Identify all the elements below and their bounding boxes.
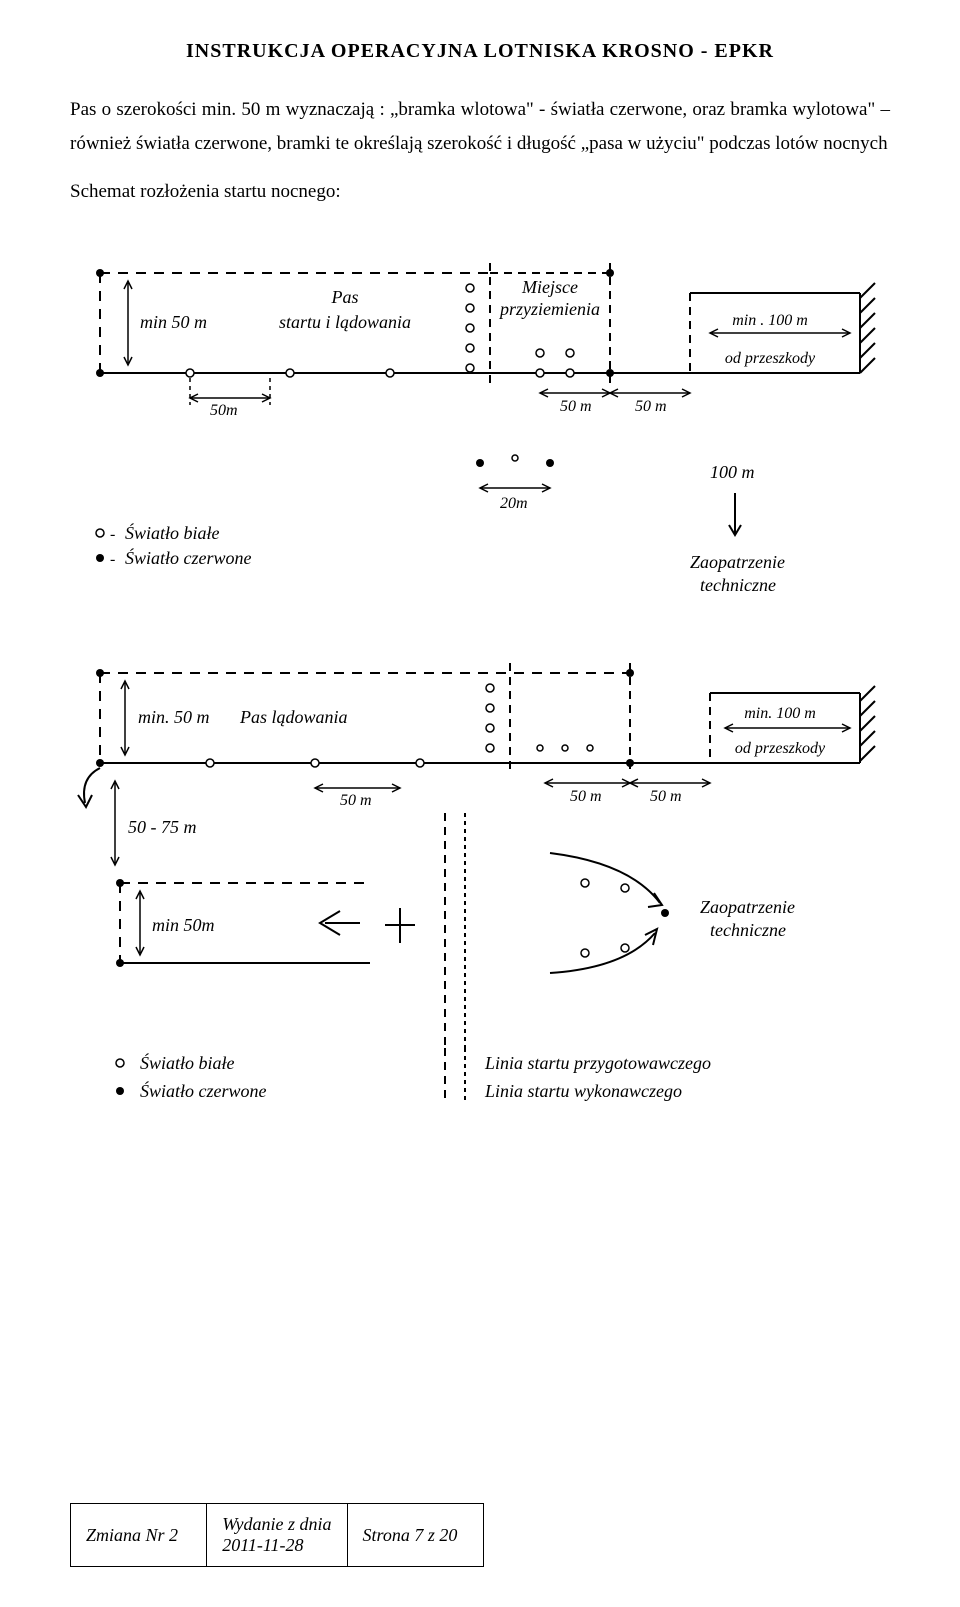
- footer-wydanie-label: Wydanie z dnia: [222, 1514, 331, 1534]
- lbl-miejsce2: przyziemienia: [498, 299, 600, 319]
- lbl-l-50c: 50 m: [650, 788, 682, 805]
- legend-linia1: Linia startu przygotowawczego: [484, 1053, 711, 1073]
- svg-text:-: -: [110, 551, 115, 568]
- page-header-title: INSTRUKCJA OPERACYJNA LOTNISKA KROSNO - …: [70, 40, 890, 63]
- night-start-diagram: min 50 m 50m Pas startu i lądowania Miej…: [70, 233, 890, 1153]
- lbl-miejsce1: Miejsce: [521, 277, 578, 297]
- lbl-50b: 50 m: [635, 398, 667, 415]
- body-paragraph: Pas o szerokości min. 50 m wyznaczają : …: [70, 93, 890, 161]
- lbl-min50m: min 50 m: [140, 312, 207, 332]
- schema-label: Schemat rozłożenia startu nocnego:: [70, 181, 890, 203]
- lbl-50a: 50 m: [560, 398, 592, 415]
- lbl-odprz: od przeszkody: [725, 350, 816, 367]
- legend-white-l: Światło białe: [140, 1052, 235, 1073]
- footer-table: Zmiana Nr 2 Wydanie z dnia 2011-11-28 St…: [70, 1503, 484, 1567]
- legend-red-l: Światło czerwone: [140, 1080, 267, 1101]
- lbl-l-50a: 50 m: [340, 792, 372, 809]
- lbl-50m: 50m: [210, 402, 238, 419]
- lbl-l-min50b: min 50m: [152, 915, 215, 935]
- footer-strona: Strona 7 z 20: [347, 1504, 483, 1567]
- lbl-l-odprz: od przeszkody: [735, 740, 826, 757]
- lbl-l-pas: Pas lądowania: [239, 707, 348, 727]
- lbl-20m: 20m: [500, 495, 528, 512]
- lbl-l-50b: 50 m: [570, 788, 602, 805]
- lbl-l-min100: min. 100 m: [744, 705, 816, 722]
- legend-red-u: Światło czerwone: [125, 547, 252, 568]
- lbl-pas1: Pas: [331, 287, 359, 307]
- lbl-l-zao1: Zaopatrzenie: [700, 897, 795, 917]
- lbl-zao2: techniczne: [700, 575, 776, 595]
- footer-wydanie: Wydanie z dnia 2011-11-28: [207, 1504, 347, 1567]
- lbl-l-min50: min. 50 m: [138, 707, 210, 727]
- lbl-5075: 50 - 75 m: [128, 817, 197, 837]
- footer-zmiana: Zmiana Nr 2: [71, 1504, 207, 1567]
- lbl-min100m: min . 100 m: [732, 312, 808, 329]
- lbl-100m: 100 m: [710, 462, 755, 482]
- lbl-pas2: startu i lądowania: [279, 312, 411, 332]
- legend-white-u: Światło białe: [125, 522, 220, 543]
- legend-linia2: Linia startu wykonawczego: [484, 1081, 682, 1101]
- footer-wydanie-date: 2011-11-28: [222, 1535, 303, 1555]
- svg-text:-: -: [110, 526, 115, 543]
- lbl-zao1: Zaopatrzenie: [690, 552, 785, 572]
- lbl-l-zao2: techniczne: [710, 920, 786, 940]
